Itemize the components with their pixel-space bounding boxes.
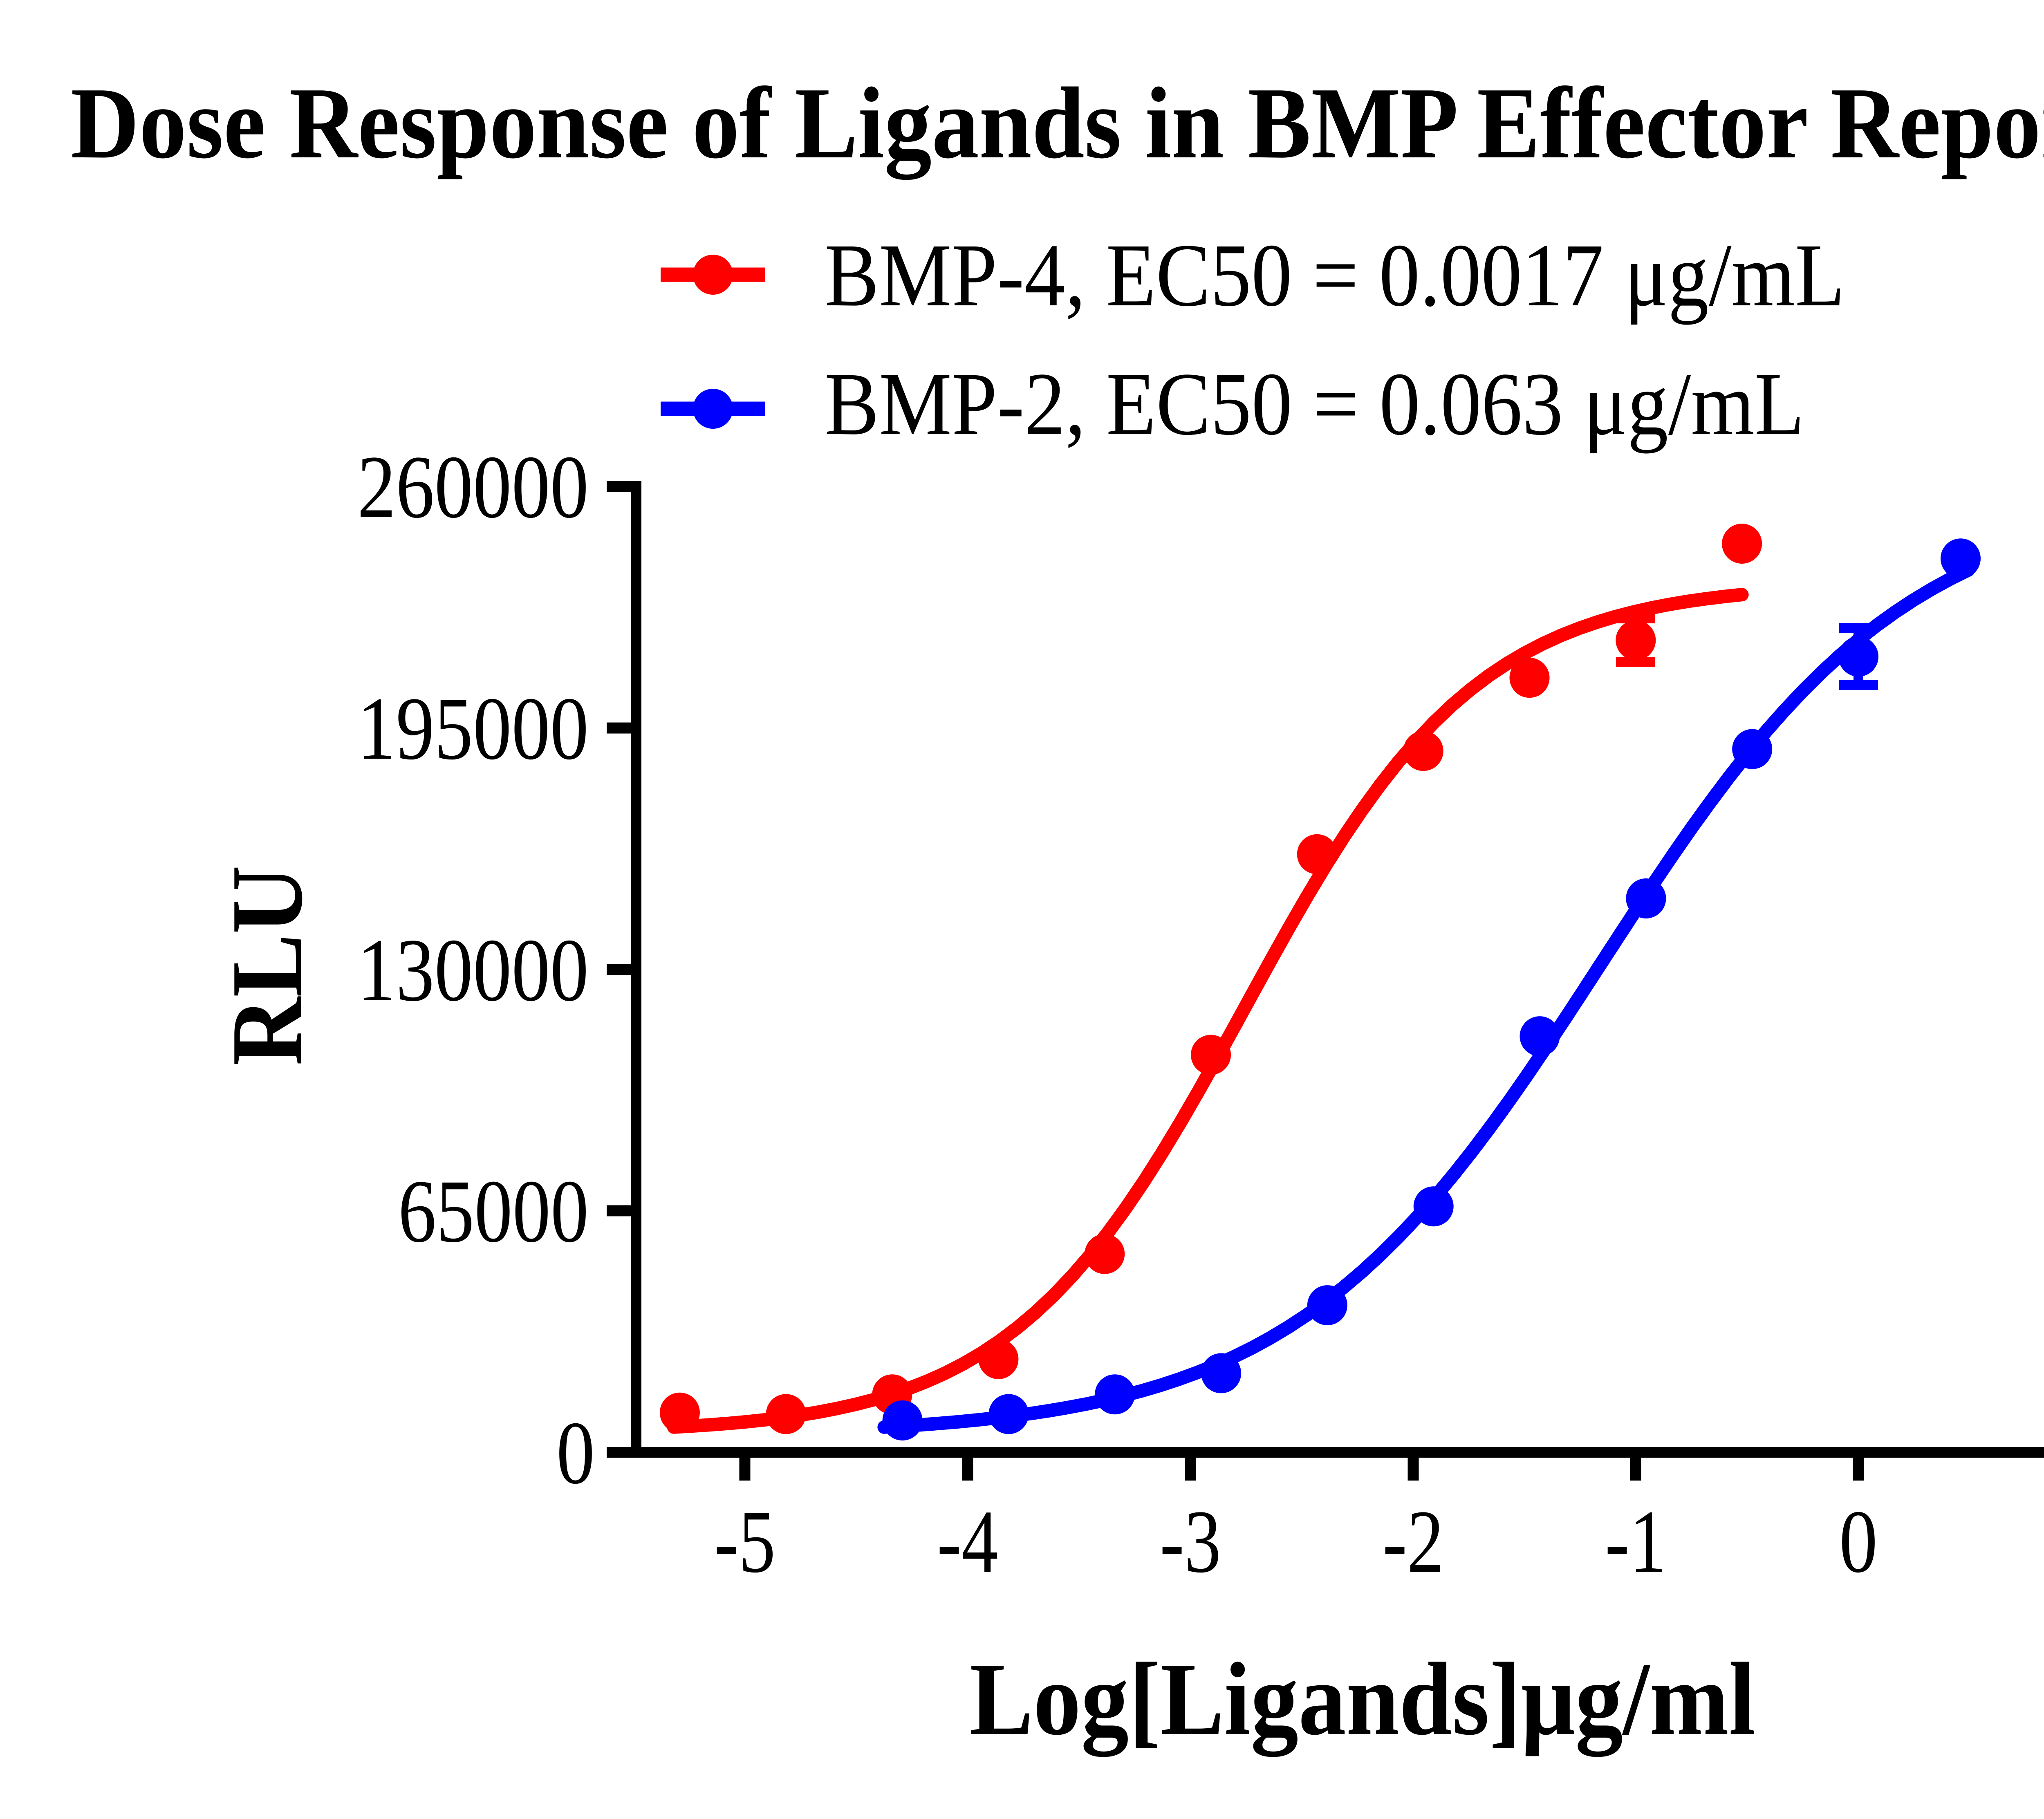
svg-text:0: 0 <box>1839 1492 1878 1591</box>
svg-text:-3: -3 <box>1160 1492 1221 1591</box>
svg-text:195000: 195000 <box>357 679 589 778</box>
svg-text:-4: -4 <box>937 1492 998 1591</box>
svg-text:Log[Ligands]μg/ml: Log[Ligands]μg/ml <box>970 1642 1755 1757</box>
svg-text:-1: -1 <box>1605 1492 1666 1591</box>
svg-text:130000: 130000 <box>357 920 589 1020</box>
svg-text:-5: -5 <box>714 1492 775 1591</box>
svg-text:-2: -2 <box>1383 1492 1444 1591</box>
svg-text:Dose Response of Ligands in BM: Dose Response of Ligands in BMP Effector… <box>71 67 2044 180</box>
svg-text:BMP-4, EC50 = 0.0017 μg/mL: BMP-4, EC50 = 0.0017 μg/mL <box>825 225 1845 325</box>
svg-text:65000: 65000 <box>398 1161 589 1261</box>
svg-text:BMP-2, EC50 = 0.063 μg/mL: BMP-2, EC50 = 0.063 μg/mL <box>825 354 1804 454</box>
svg-text:RLU: RLU <box>211 865 324 1066</box>
svg-text:260000: 260000 <box>357 437 589 537</box>
svg-text:0: 0 <box>556 1403 595 1503</box>
